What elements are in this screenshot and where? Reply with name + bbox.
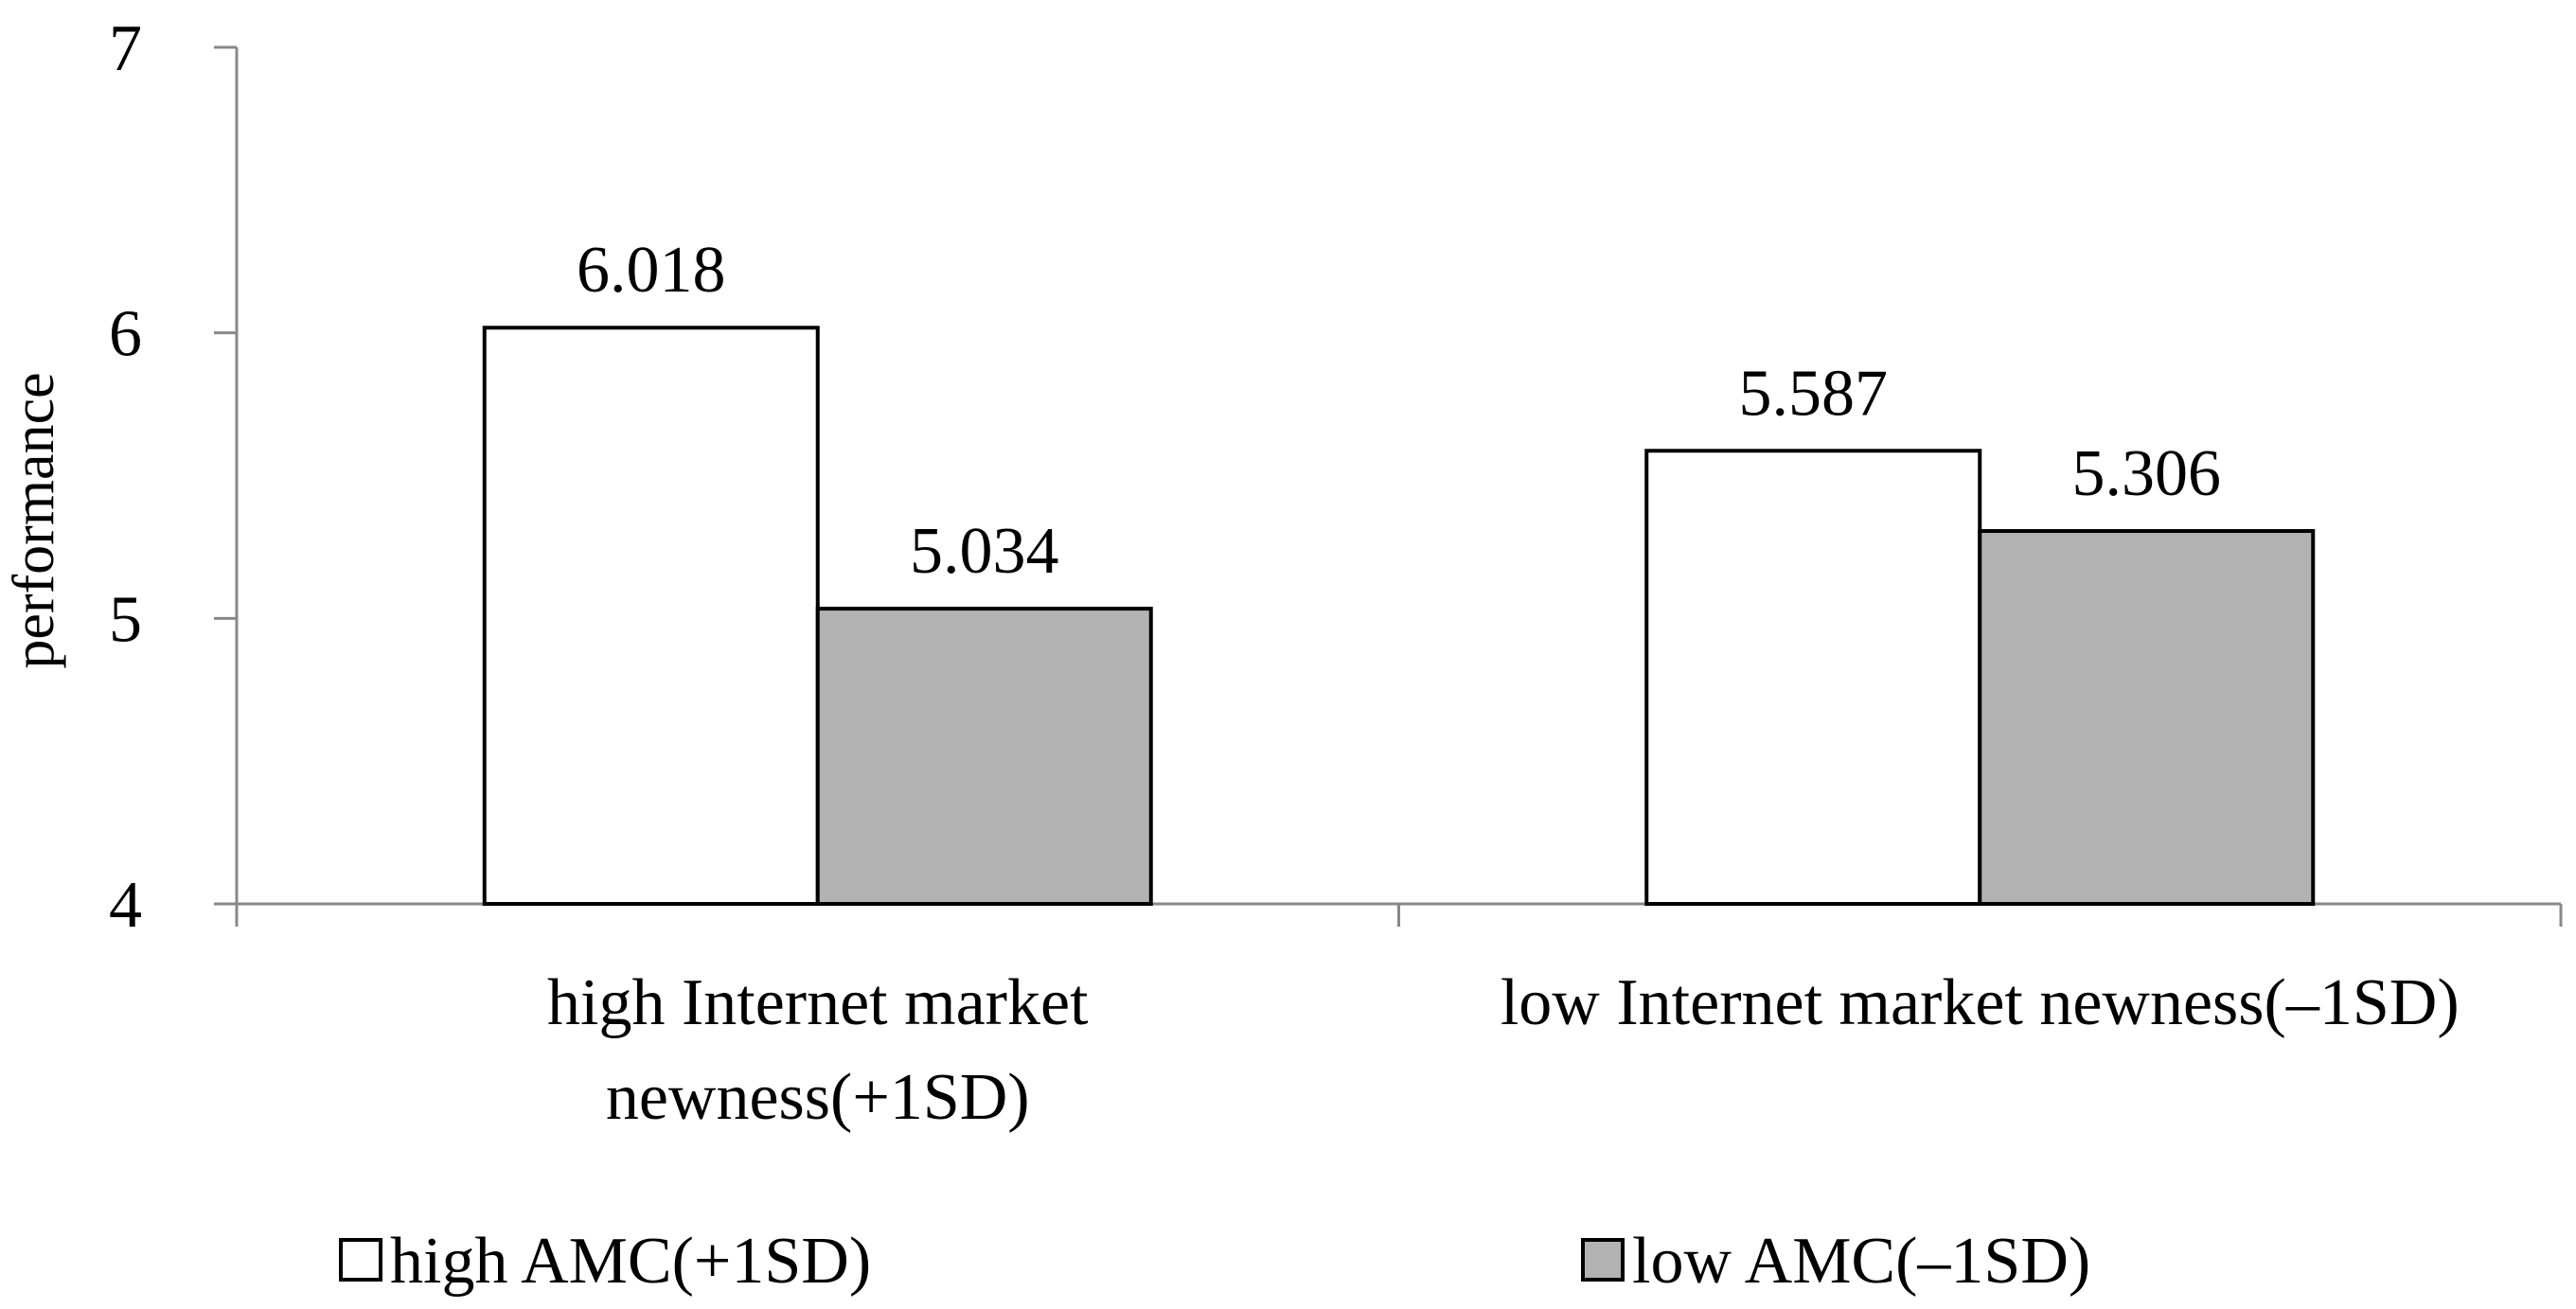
data-label: 5.306	[2072, 437, 2222, 510]
bars	[482, 326, 2316, 906]
legend-label: low AMC(–1SD)	[1632, 1225, 2090, 1298]
y-tick-label: 5	[109, 583, 142, 656]
data-label: 5.587	[1739, 357, 1889, 430]
y-tick-label: 4	[109, 869, 142, 942]
y-tick-label: 7	[109, 12, 142, 85]
y-axis: 4 5 6 7	[109, 12, 239, 942]
legend-swatch	[1581, 1238, 1625, 1282]
y-tick-label: 6	[109, 298, 142, 371]
y-axis-title: performance	[2, 372, 66, 668]
x-tick-label: low Internet market newness(–1SD)	[1501, 966, 2460, 1039]
x-axis	[235, 902, 2563, 927]
data-label: 6.018	[577, 234, 726, 307]
bar	[1978, 529, 2316, 906]
value-labels: 6.018 5.034 5.587 5.306	[577, 234, 2221, 588]
bar	[815, 607, 1153, 906]
legend-swatch	[339, 1238, 382, 1282]
x-tick-label: newness(+1SD)	[606, 1061, 1030, 1134]
category-labels: high Internet market newness(+1SD) low Int…	[547, 966, 2460, 1134]
legend: high AMC(+1SD) low AMC(–1SD)	[339, 1225, 2090, 1298]
data-label: 5.034	[910, 515, 1059, 588]
x-tick-label: high Internet market	[547, 966, 1089, 1039]
bar	[1644, 449, 1982, 906]
bar	[482, 326, 820, 906]
legend-label: high AMC(+1SD)	[390, 1225, 871, 1298]
